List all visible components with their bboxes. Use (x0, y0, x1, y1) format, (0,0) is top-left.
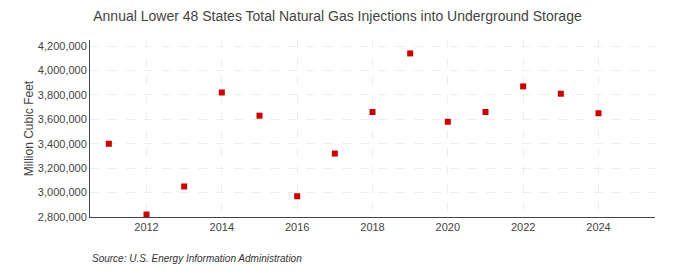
svg-text:3,200,000: 3,200,000 (38, 162, 87, 174)
svg-text:2012: 2012 (134, 221, 158, 233)
svg-text:2014: 2014 (210, 221, 234, 233)
svg-text:2016: 2016 (285, 221, 309, 233)
svg-text:2020: 2020 (436, 221, 460, 233)
svg-text:3,400,000: 3,400,000 (38, 138, 87, 150)
svg-text:3,600,000: 3,600,000 (38, 113, 87, 125)
svg-text:4,000,000: 4,000,000 (38, 64, 87, 76)
svg-text:Source: U.S. Energy Informatio: Source: U.S. Energy Information Administ… (92, 253, 302, 264)
svg-text:Million Cubic Feet: Million Cubic Feet (22, 80, 36, 176)
svg-text:2024: 2024 (586, 221, 610, 233)
svg-text:2018: 2018 (360, 221, 384, 233)
svg-text:3,800,000: 3,800,000 (38, 89, 87, 101)
svg-text:2022: 2022 (511, 221, 535, 233)
svg-text:3,000,000: 3,000,000 (38, 186, 87, 198)
svg-text:2,800,000: 2,800,000 (38, 211, 87, 223)
svg-text:4,200,000: 4,200,000 (38, 40, 87, 52)
svg-text:Annual Lower 48 States Total N: Annual Lower 48 States Total Natural Gas… (93, 8, 582, 24)
